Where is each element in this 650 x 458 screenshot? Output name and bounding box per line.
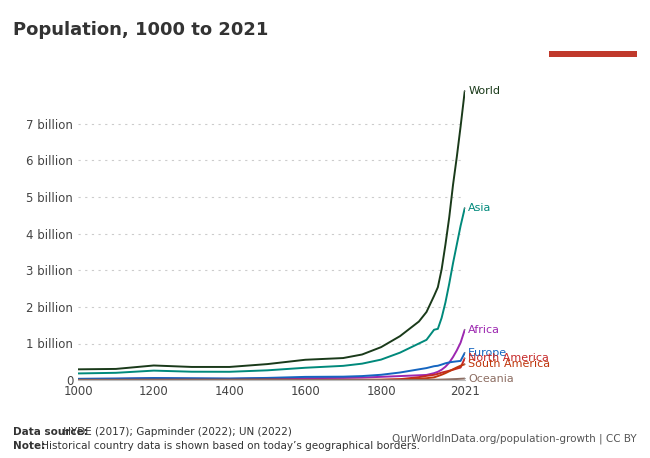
Text: World: World — [465, 86, 500, 96]
Text: in Data: in Data — [573, 36, 613, 46]
Text: Oceania: Oceania — [465, 374, 514, 383]
Text: Europe: Europe — [465, 348, 507, 358]
Bar — [549, 51, 637, 57]
Text: South America: South America — [465, 359, 551, 369]
Text: Our World: Our World — [566, 24, 621, 34]
Text: Historical country data is shown based on today’s geographical borders.: Historical country data is shown based o… — [38, 441, 420, 451]
Text: Africa: Africa — [465, 325, 500, 335]
Text: Data source:: Data source: — [13, 427, 88, 437]
Text: OurWorldInData.org/population-growth | CC BY: OurWorldInData.org/population-growth | C… — [393, 434, 637, 444]
Text: Population, 1000 to 2021: Population, 1000 to 2021 — [13, 21, 268, 38]
Text: North America: North America — [465, 353, 549, 363]
Text: HYDE (2017); Gapminder (2022); UN (2022): HYDE (2017); Gapminder (2022); UN (2022) — [60, 427, 292, 437]
Text: Asia: Asia — [465, 203, 491, 213]
Text: Note:: Note: — [13, 441, 46, 451]
